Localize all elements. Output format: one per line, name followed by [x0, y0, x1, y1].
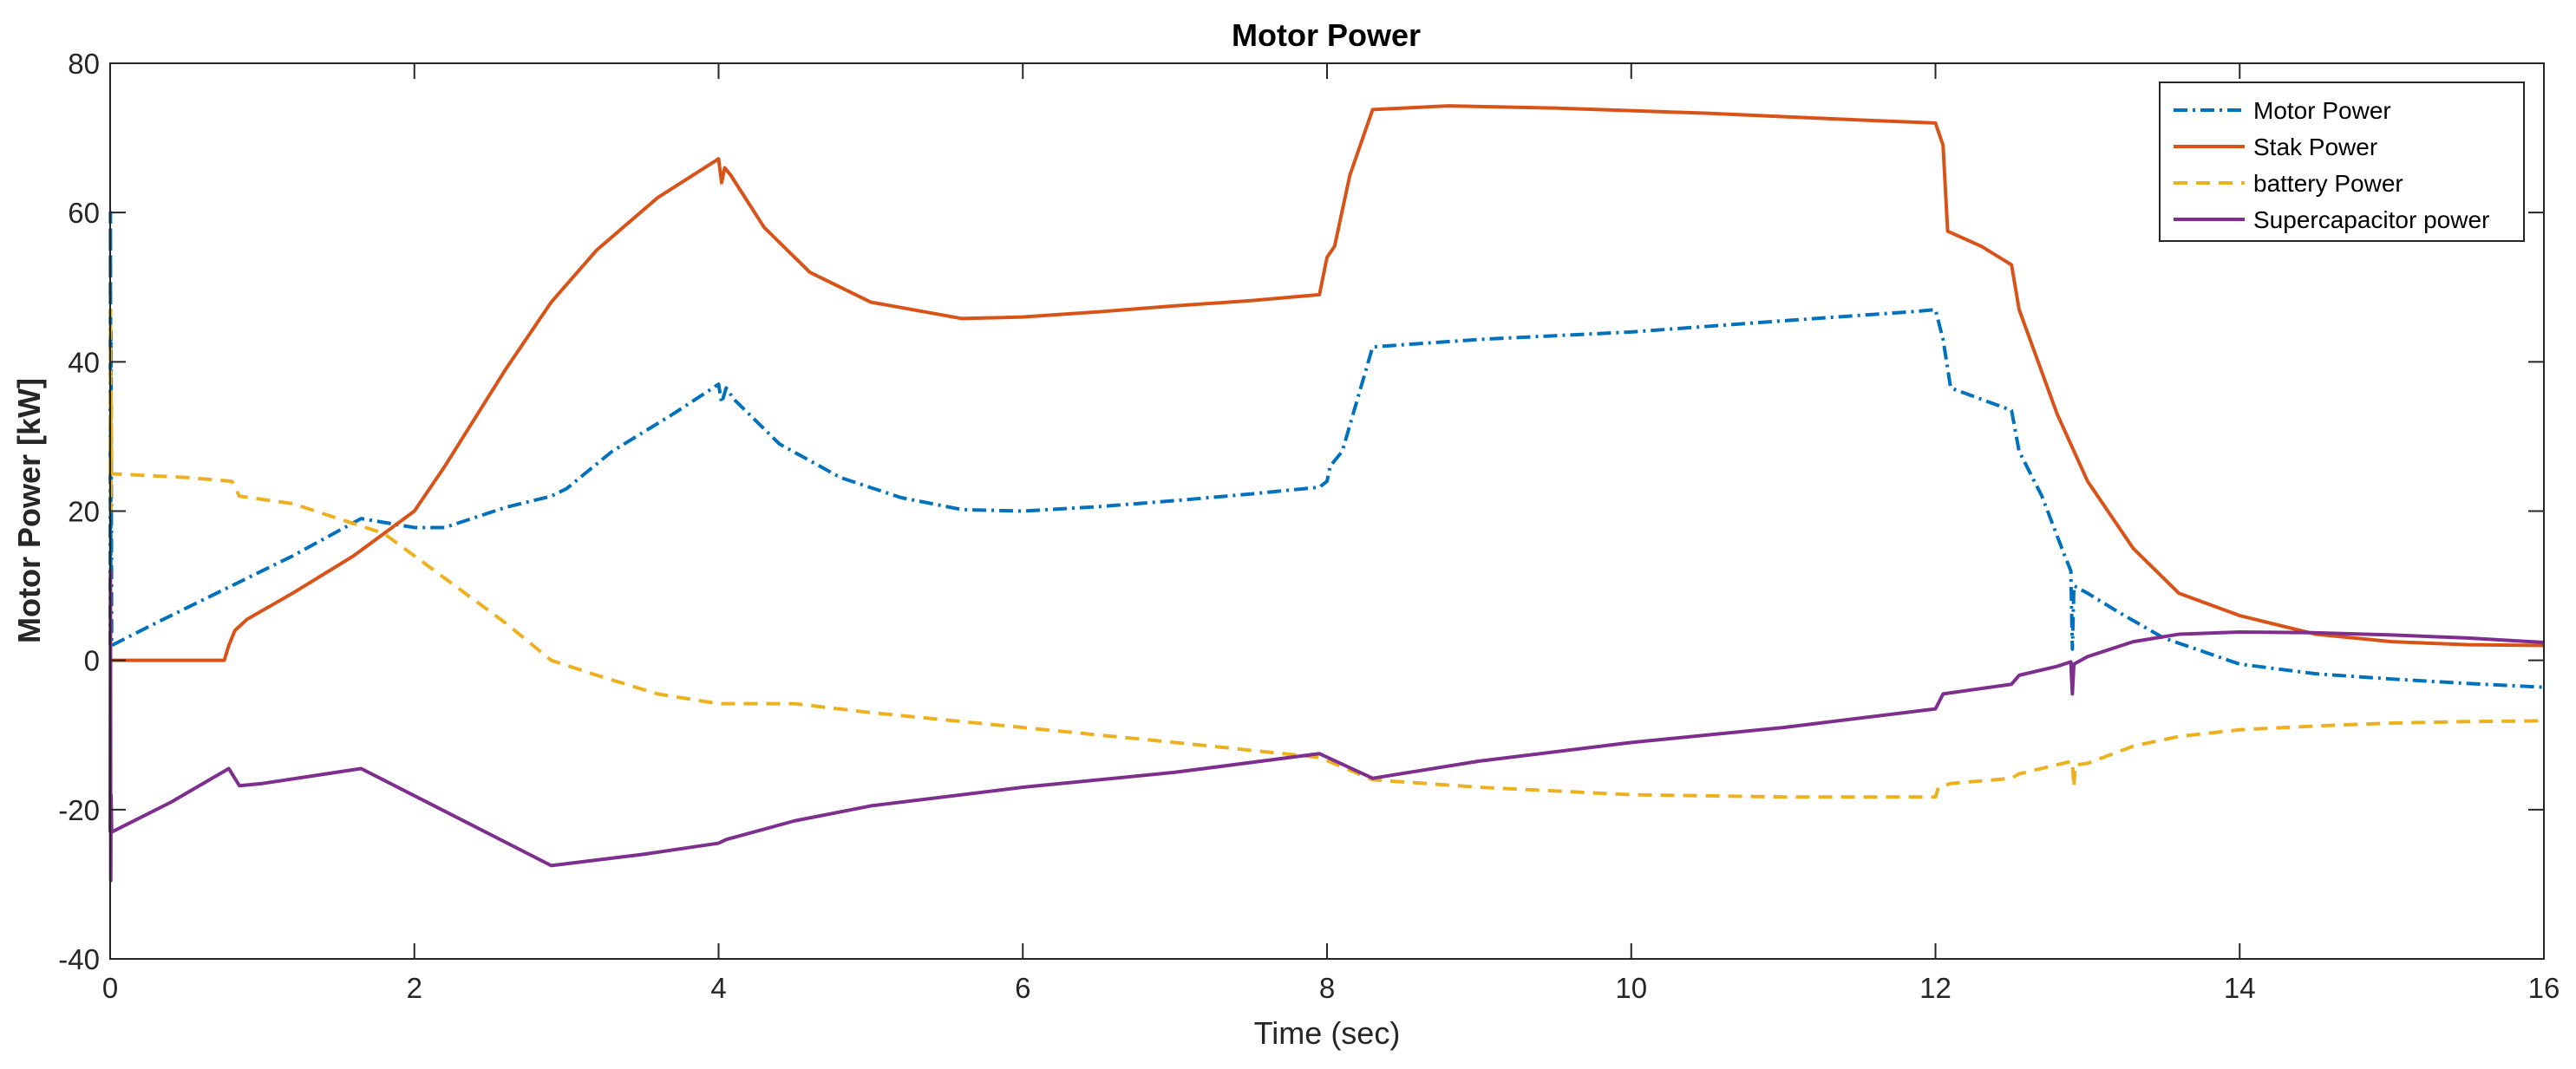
legend-label: Supercapacitor power	[2253, 206, 2489, 233]
y-tick-label: -40	[58, 943, 100, 975]
plot-area	[108, 62, 2545, 960]
x-axis-label: Time (sec)	[1254, 1015, 1401, 1051]
x-tick-label: 16	[2528, 972, 2560, 1004]
y-tick-label: -20	[58, 794, 100, 826]
series-line-motor-power	[108, 211, 2545, 689]
legend-label: Stak Power	[2253, 134, 2377, 160]
legend-label: battery Power	[2253, 170, 2403, 197]
y-axis-ticks: -40 -20 0 20 40 60 80	[58, 48, 2544, 975]
x-tick-label: 2	[407, 972, 422, 1004]
series-layer	[108, 104, 2545, 883]
y-axis-label: Motor Power [kW]	[11, 378, 47, 643]
y-tick-label: 20	[68, 496, 100, 528]
y-tick-label: 80	[68, 48, 100, 80]
series-line-stak-power	[110, 104, 2545, 662]
x-tick-label: 10	[1615, 972, 1647, 1004]
legend: Motor Power Stak Power battery Power Superc…	[2159, 81, 2525, 242]
x-tick-label: 14	[2224, 972, 2256, 1004]
y-tick-label: 60	[68, 197, 100, 229]
y-tick-label: 0	[84, 645, 100, 677]
x-axis-ticks: 0 2 4 6 8 10 12 14 16	[102, 63, 2560, 1004]
series-line-battery-power	[108, 308, 2545, 799]
x-tick-label: 12	[1919, 972, 1952, 1004]
x-tick-label: 6	[1015, 972, 1030, 1004]
y-tick-label: 40	[68, 346, 100, 378]
x-tick-label: 8	[1319, 972, 1335, 1004]
x-tick-label: 0	[102, 972, 118, 1004]
legend-label: Motor Power	[2253, 97, 2391, 124]
series-line-supercapacitor-power	[108, 569, 2545, 883]
chart-title: Motor Power	[1232, 17, 1421, 53]
x-tick-label: 4	[710, 972, 726, 1004]
plot-background	[110, 63, 2544, 959]
